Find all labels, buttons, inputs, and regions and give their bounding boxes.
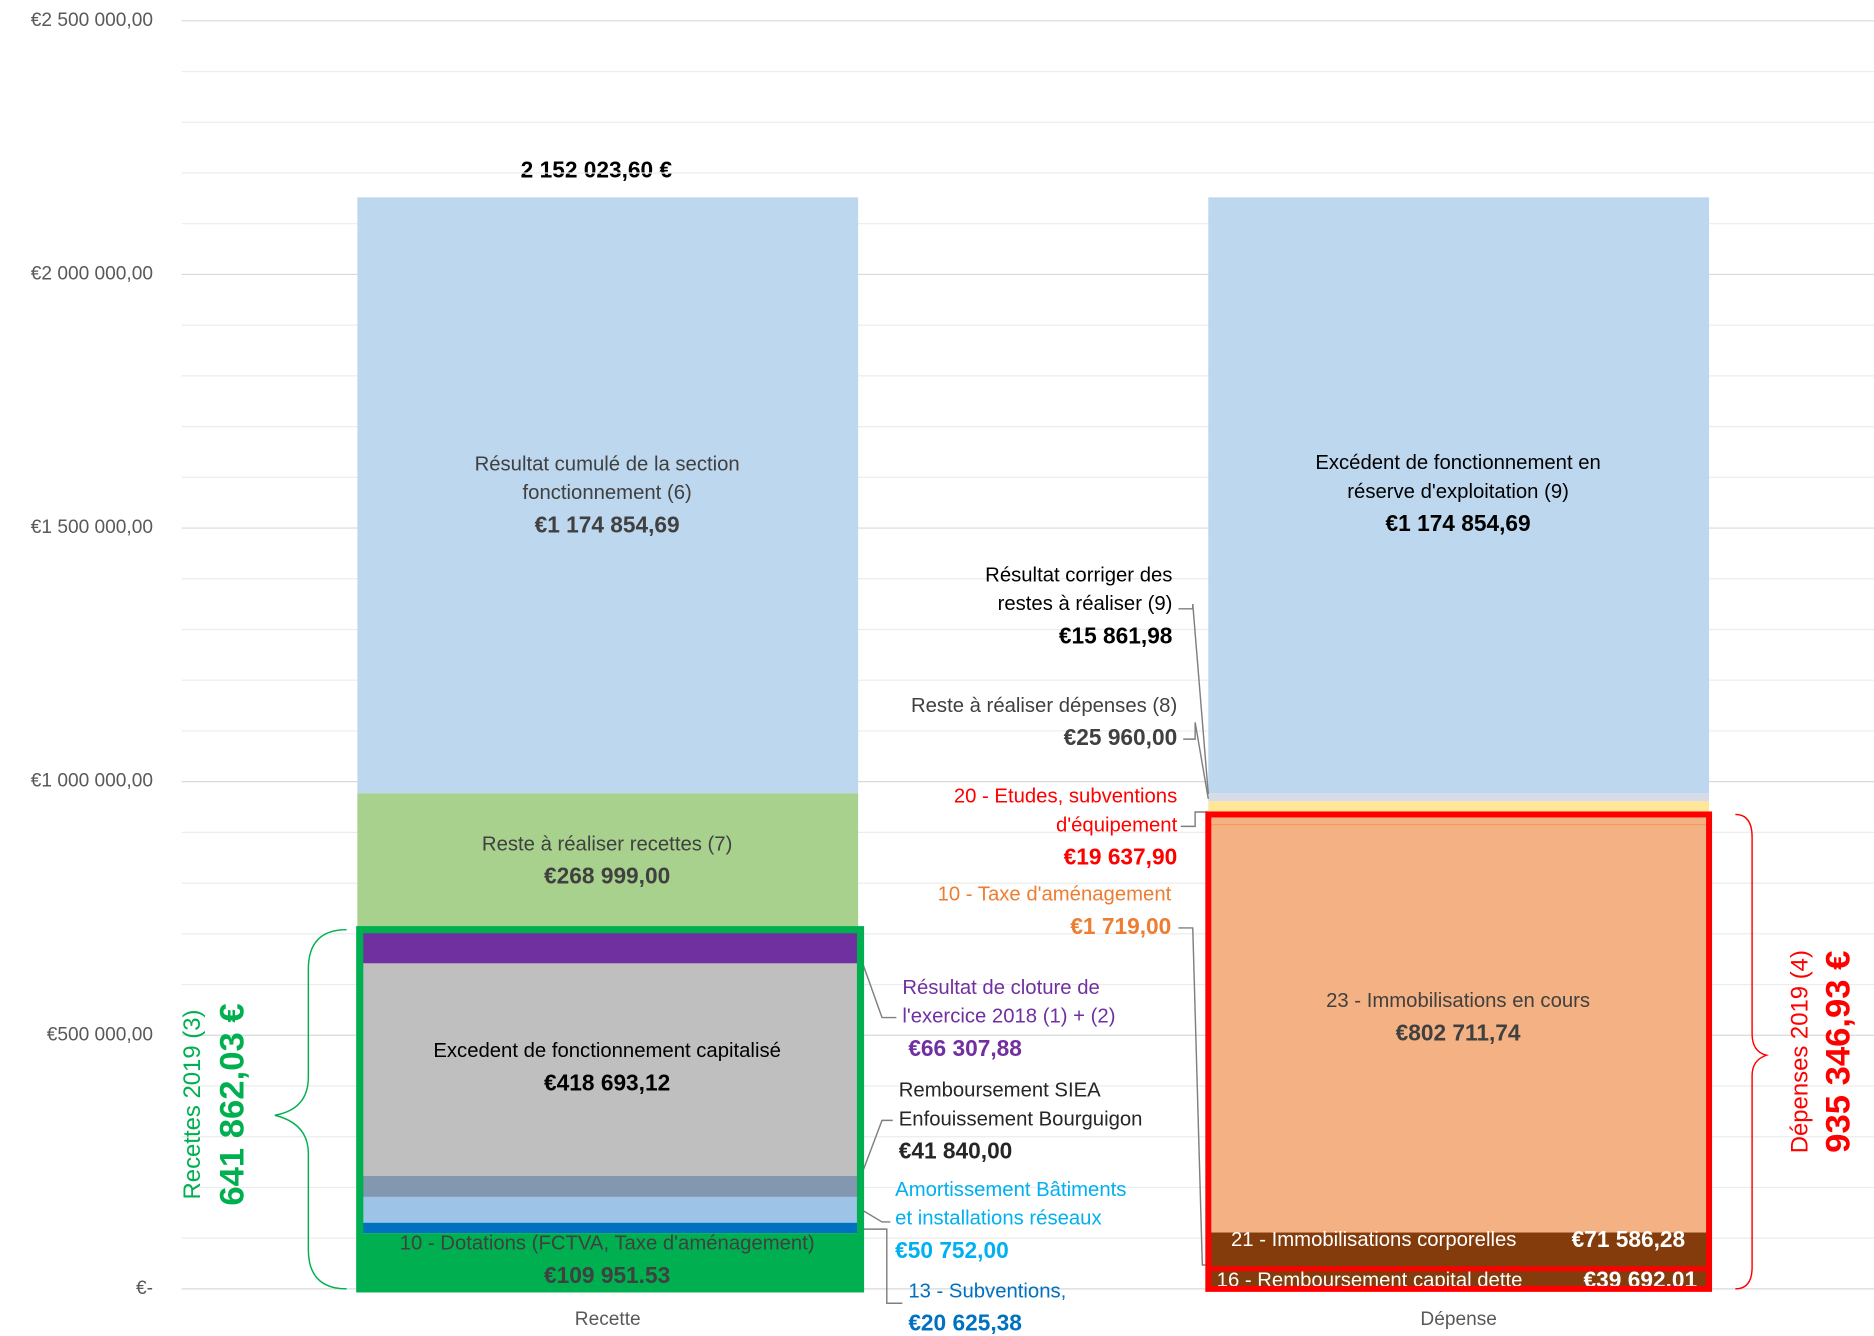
value-label: €418 693,12 — [544, 1070, 670, 1096]
value-label: €802 711,74 — [1396, 1019, 1521, 1045]
segment-label: Excédent de fonctionnement en réserve d'e… — [1315, 453, 1601, 537]
value-label: €109 951.53 — [544, 1262, 670, 1288]
total-label: 2 152 023,60 € — [521, 156, 673, 182]
bar-segment — [1208, 824, 1710, 826]
bar-segment — [357, 1222, 859, 1234]
segment-name: 20 - Etudes, subventions d'équipement — [954, 786, 1178, 837]
value-label: €15 861,98 — [1059, 623, 1173, 649]
y-tick-label: €2 000 000,00 — [31, 263, 153, 284]
segment-name: Résultat cumulé de la section fonctionnem… — [475, 454, 740, 505]
bar-segment — [357, 963, 859, 1176]
segment-name: Amortissement Bâtiments et installations … — [895, 1179, 1126, 1230]
bar-segment — [357, 1175, 859, 1197]
x-tick-label: Recette — [575, 1309, 641, 1330]
segment-label: 23 - Immobilisations en cours €802 711,74 — [1326, 990, 1590, 1045]
bar-segment — [357, 1196, 859, 1223]
segment-name: Résultat corriger des restes à réaliser (… — [985, 565, 1172, 616]
leader-line — [858, 1228, 903, 1304]
leader-line — [1180, 811, 1209, 828]
recettes-box — [356, 926, 865, 1293]
segment-label: Amortissement Bâtiments et installations … — [857, 1179, 1126, 1263]
bracket-value: 935 346,93 € — [1820, 951, 1858, 1153]
segment-label: Résultat corriger des restes à réaliser (… — [985, 565, 1210, 795]
segment-name: 10 - Dotations (FCTVA, Taxe d'aménagemen… — [400, 1233, 815, 1255]
bar-segment — [1208, 801, 1710, 815]
segment-label: Reste à réaliser recettes (7) €268 999,00 — [482, 834, 732, 889]
x-tick-label: Dépense — [1420, 1309, 1497, 1330]
value-label: €25 960,00 — [1064, 724, 1178, 750]
segment-name: Reste à réaliser recettes (7) — [482, 834, 732, 856]
value-label: €66 307,88 — [908, 1035, 1022, 1061]
value-label: €19 637,90 — [1064, 844, 1178, 870]
bar-segment — [1208, 197, 1710, 794]
value-label: €20 625,38 — [908, 1310, 1022, 1336]
y-tick-label: €- — [136, 1278, 153, 1299]
segment-label: Reste à réaliser dépenses (8) €25 960,00 — [911, 695, 1210, 799]
value-label: €1 719,00 — [1070, 913, 1171, 939]
value-label: €71 586,28 — [1572, 1226, 1686, 1252]
segment-name: 13 - Subventions, — [908, 1281, 1066, 1303]
bar-segment — [357, 793, 859, 930]
segment-name: 16 - Remboursement capital dette — [1217, 1270, 1523, 1292]
value-label: €1 174 854,69 — [1386, 510, 1531, 536]
bar-segment — [1208, 1232, 1710, 1269]
bar-segment — [1208, 793, 1710, 802]
bracket — [1735, 813, 1769, 1290]
segment-label: Excedent de fonctionnement capitalisé €41… — [433, 1041, 781, 1096]
dette-box — [1205, 1266, 1712, 1292]
bar-segment — [1208, 1268, 1710, 1289]
segment-name: Résultat de cloture de l'exercice 2018 (1… — [902, 977, 1115, 1028]
value-label: €268 999,00 — [544, 863, 670, 889]
y-tick-label: €1 000 000,00 — [31, 771, 153, 792]
value-label: €1 174 854,69 — [535, 511, 680, 537]
y-tick-label: €2 500 000,00 — [31, 10, 153, 31]
bar-segment — [357, 1233, 859, 1289]
bar-segment — [357, 929, 859, 964]
bar-segment — [357, 197, 859, 794]
segment-name: Excedent de fonctionnement capitalisé — [433, 1041, 781, 1063]
leader-line — [1178, 927, 1209, 1266]
segment-label: Résultat cumulé de la section fonctionnem… — [475, 454, 740, 538]
segment-name: Excédent de fonctionnement en réserve d'e… — [1315, 453, 1601, 504]
segment-label: 20 - Etudes, subventions d'équipement €19 … — [954, 786, 1209, 870]
bracket-label: Recettes 2019 (3) — [179, 1010, 206, 1200]
segment-label: Remboursement SIEA Enfouissement Bourguig… — [857, 1080, 1143, 1184]
segment-label: 16 - Remboursement capital dette €39 692,… — [1217, 1267, 1698, 1293]
leader-line — [1178, 604, 1210, 795]
segment-label: 10 - Taxe d'aménagement €1 719,00 — [938, 884, 1209, 1266]
y-tick-label: €1 500 000,00 — [31, 517, 153, 538]
bar-segment — [1208, 825, 1710, 1233]
bar-segment — [1208, 814, 1710, 825]
value-label: €50 752,00 — [895, 1237, 1009, 1263]
segment-name: Remboursement SIEA Enfouissement Bourguig… — [899, 1080, 1143, 1131]
bracket-label: Dépenses 2019 (4) — [1786, 950, 1813, 1153]
value-label: €39 692,01 — [1584, 1267, 1698, 1293]
leader-line — [857, 1206, 891, 1223]
leader-line — [857, 1119, 893, 1184]
bracket-value: 641 862,03 € — [213, 1003, 251, 1205]
segment-label: 21 - Immobilisations corporelles €71 586,… — [1231, 1226, 1685, 1252]
y-tick-label: €500 000,00 — [47, 1024, 153, 1045]
segment-name: 23 - Immobilisations en cours — [1326, 990, 1590, 1012]
segment-name: Reste à réaliser dépenses (8) — [911, 695, 1177, 717]
leader-line — [857, 950, 897, 1019]
value-label: €41 840,00 — [899, 1138, 1013, 1164]
segment-label: 10 - Dotations (FCTVA, Taxe d'aménagemen… — [400, 1233, 815, 1288]
leader-line — [1183, 722, 1210, 799]
bracket — [274, 928, 347, 1290]
segment-label: Résultat de cloture de l'exercice 2018 (1… — [857, 950, 1115, 1061]
segment-name: 21 - Immobilisations corporelles — [1231, 1229, 1516, 1251]
segment-name: 10 - Taxe d'aménagement — [938, 884, 1172, 906]
segment-label: 13 - Subventions, €20 625,38 — [858, 1228, 1066, 1336]
